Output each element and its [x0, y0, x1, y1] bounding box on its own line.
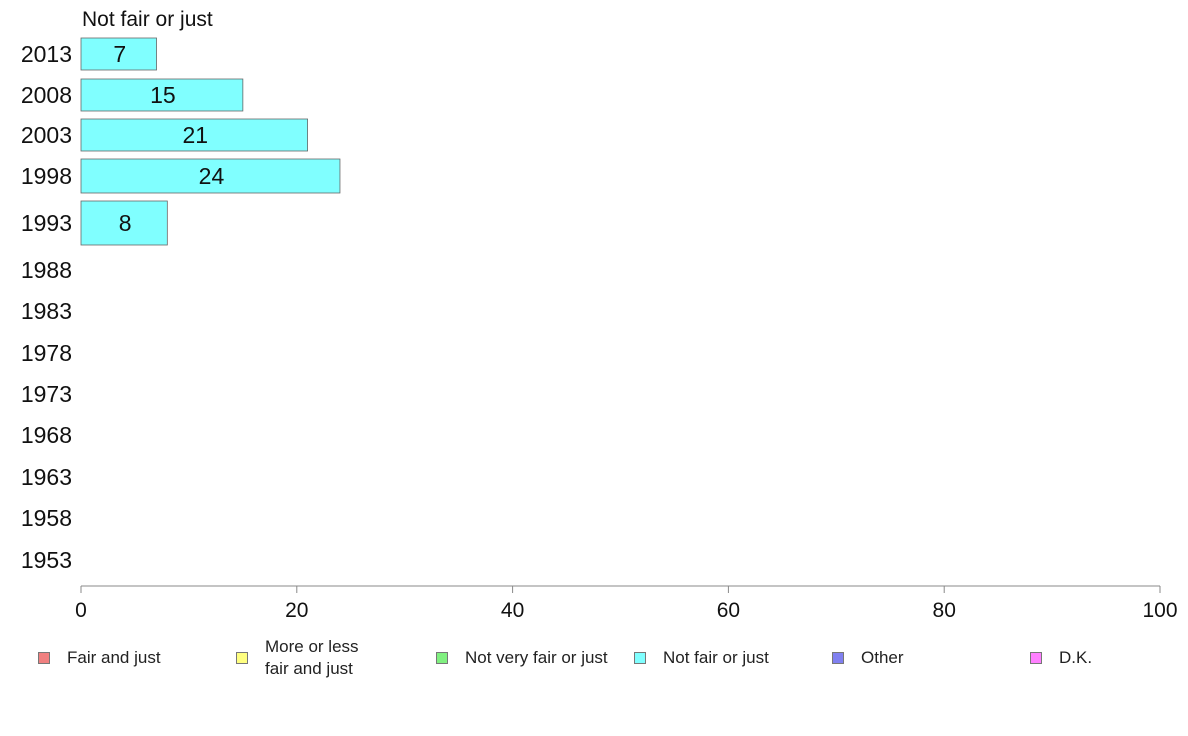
legend-label-4: Other [861, 648, 904, 667]
bar-1993 [80, 200, 168, 246]
legend-item-5: D.K. [1030, 636, 1092, 680]
legend-label-2: Not very fair or just [465, 648, 608, 667]
bar-2008 [80, 78, 244, 112]
legend-item-3: Not fair or just [634, 636, 769, 680]
x-tick-label-0: 0 [75, 599, 87, 622]
y-tick-label-1983: 1983 [21, 298, 72, 324]
y-tick-label-1973: 1973 [21, 381, 72, 407]
legend-item-2: Not very fair or just [436, 636, 608, 680]
y-tick-label-1988: 1988 [21, 257, 72, 283]
legend-label-1: More or less fair and just [265, 637, 359, 678]
x-axis: 0 20 40 60 80 100 [75, 585, 1178, 622]
y-tick-label-1998: 1998 [21, 163, 72, 189]
legend-label-0: Fair and just [67, 648, 161, 667]
bar-value-label-2013: 7 [113, 41, 126, 67]
legend-item-4: Other [832, 636, 904, 680]
y-tick-label-1958: 1958 [21, 505, 72, 531]
bar-2003 [80, 118, 308, 152]
legend-swatch-5 [1030, 652, 1042, 664]
y-tick-label-1968: 1968 [21, 422, 72, 448]
x-tick-label-20: 20 [285, 599, 308, 622]
legend-swatch-3 [634, 652, 646, 664]
x-tick-label-100: 100 [1142, 599, 1177, 622]
legend-label-3: Not fair or just [663, 648, 769, 667]
y-tick-label-2003: 2003 [21, 122, 72, 148]
legend-item-1: More or less fair and just [236, 636, 385, 680]
legend-swatch-0 [38, 652, 50, 664]
bar-value-label-2003: 21 [182, 122, 208, 148]
legend-swatch-1 [236, 652, 248, 664]
bar-1998 [80, 158, 341, 194]
legend-swatch-2 [436, 652, 448, 664]
legend: Fair and just More or less fair and just N… [0, 636, 1188, 686]
x-tick-label-80: 80 [933, 599, 956, 622]
y-tick-label-2013: 2013 [21, 41, 72, 67]
legend-item-0: Fair and just [38, 636, 161, 680]
legend-label-5: D.K. [1059, 648, 1093, 667]
x-tick-label-60: 60 [717, 599, 740, 622]
legend-swatch-4 [832, 652, 844, 664]
y-tick-labels: 2013 2008 2003 1998 1993 1988 1983 1978 1973 1968… [21, 41, 72, 573]
y-tick-label-1993: 1993 [21, 210, 72, 236]
bar-value-label-2008: 15 [150, 82, 176, 108]
x-tick-label-40: 40 [501, 599, 524, 622]
y-tick-label-1978: 1978 [21, 340, 72, 366]
y-tick-label-1953: 1953 [21, 547, 72, 573]
bar-2013 [80, 37, 157, 71]
chart-title: Not fair or just [82, 8, 213, 31]
y-tick-label-2008: 2008 [21, 82, 72, 108]
y-tick-label-1963: 1963 [21, 464, 72, 490]
bar-value-label-1993: 8 [119, 210, 132, 236]
bar-value-label-1998: 24 [199, 163, 225, 189]
